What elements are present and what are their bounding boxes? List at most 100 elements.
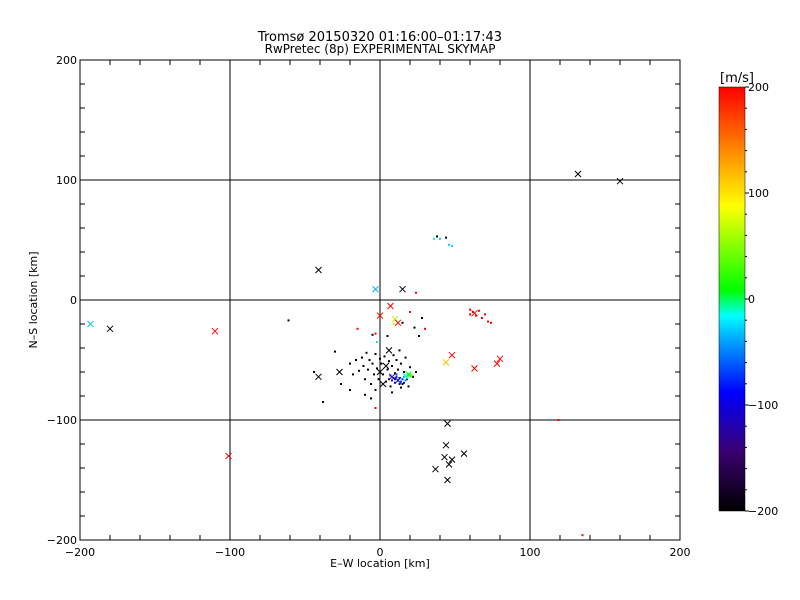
data-point-cross — [372, 285, 379, 293]
data-point-cross — [496, 355, 504, 363]
data-point-dot — [352, 373, 354, 376]
data-point-dot — [484, 313, 486, 316]
data-point-dot — [379, 357, 381, 360]
data-point-dot — [374, 389, 377, 391]
data-point-dot — [398, 349, 401, 352]
data-point-dot — [412, 375, 414, 378]
data-point-dot — [478, 309, 480, 312]
colorbar-tick-label: −100 — [748, 399, 778, 412]
data-point-dot — [481, 317, 483, 319]
colorbar-ticks: 200 100 0 −100 −200 — [745, 81, 778, 518]
data-point-dot — [409, 366, 411, 369]
data-point-dot — [400, 380, 402, 383]
colorbar-tick-label: 100 — [748, 187, 769, 200]
data-point-dot — [394, 372, 396, 375]
data-point-dot — [401, 378, 404, 381]
data-point-dot — [322, 401, 324, 403]
data-point-dot — [406, 377, 408, 379]
data-point-dot — [410, 374, 413, 377]
data-point-cross — [471, 309, 478, 317]
data-point-dot — [349, 362, 351, 365]
data-point-dot — [413, 326, 416, 329]
data-point-cross — [441, 453, 448, 461]
data-point-dot — [373, 373, 375, 376]
chart-title: Tromsø 20150320 01:16:00–01:17:43 — [257, 30, 502, 45]
data-point-dot — [401, 383, 404, 385]
colorbar-tick-label: −200 — [748, 505, 778, 518]
data-point-cross — [387, 302, 394, 310]
data-point-dot — [355, 359, 357, 361]
data-point-dot — [409, 311, 411, 313]
data-point-dot — [400, 362, 402, 365]
y-tick-label: −200 — [47, 534, 77, 547]
data-point-dot — [400, 386, 402, 389]
data-point-dot — [436, 235, 438, 238]
data-point-dot — [358, 369, 360, 372]
data-point-cross — [385, 347, 393, 354]
data-point-cross — [471, 365, 478, 372]
data-point-cross — [376, 368, 384, 376]
data-point-dot — [403, 381, 405, 384]
colorbar: [m/s] 200 100 0 −100 −200 — [718, 71, 778, 518]
data-point-cross — [394, 319, 402, 327]
data-point-dot — [374, 332, 377, 335]
data-point-dot — [364, 378, 366, 381]
data-point-dot — [388, 360, 390, 363]
data-point-dot — [362, 365, 365, 367]
data-point-cross — [432, 465, 439, 473]
data-point-cross — [225, 452, 232, 460]
data-point-dot — [398, 383, 401, 385]
data-point-cross — [315, 266, 322, 274]
data-point-dot — [415, 291, 417, 294]
data-point-dot — [398, 377, 401, 379]
x-tick-label: 0 — [377, 546, 384, 559]
data-point-cross — [376, 312, 384, 319]
data-point-dot — [392, 323, 395, 325]
data-point-cross — [445, 461, 453, 468]
data-point-dot — [557, 419, 560, 421]
data-point-dot — [349, 389, 351, 391]
data-point-dot — [386, 335, 389, 337]
data-point-dot — [380, 362, 383, 365]
data-point-cross — [405, 371, 412, 378]
data-point-cross — [211, 327, 219, 335]
y-tick-label: 200 — [56, 54, 77, 67]
data-point-dot — [377, 378, 380, 381]
x-tick-label: −100 — [215, 546, 245, 559]
grid-lines — [80, 60, 680, 540]
data-point-dot — [371, 333, 374, 336]
data-point-cross — [336, 368, 343, 376]
data-point-dot — [439, 237, 441, 240]
colorbar-gradient — [718, 86, 746, 512]
data-point-dot — [370, 383, 372, 385]
data-point-cross — [493, 360, 501, 367]
data-point-cross — [388, 373, 396, 381]
data-point-cross — [444, 476, 451, 484]
data-point-dot — [415, 371, 417, 373]
data-point-dot — [397, 368, 399, 371]
data-point-dot — [313, 371, 315, 373]
data-point-dot — [469, 313, 471, 316]
data-point-dot — [448, 243, 450, 246]
data-point-dot — [287, 319, 290, 322]
data-point-cross — [399, 285, 406, 293]
data-point-dot — [409, 373, 411, 376]
colorbar-unit-label: [m/s] — [720, 71, 754, 86]
data-point-dot — [404, 379, 407, 382]
data-marks — [87, 170, 624, 537]
data-point-dot — [421, 317, 423, 319]
data-point-dot — [395, 373, 398, 376]
data-point-dot — [391, 379, 393, 382]
data-point-cross — [444, 420, 451, 427]
data-point-dot — [469, 308, 471, 311]
data-point-cross — [394, 377, 402, 384]
data-point-dot — [403, 371, 405, 373]
y-axis-label: N–S location [km] — [27, 251, 40, 348]
data-point-dot — [487, 320, 489, 323]
data-point-dot — [451, 245, 453, 247]
data-point-dot — [386, 368, 389, 371]
data-point-dot — [406, 378, 408, 381]
chart-subtitle: RwPretec (8p) EXPERIMENTAL SKYMAP — [265, 42, 496, 56]
data-point-dot — [407, 385, 410, 388]
